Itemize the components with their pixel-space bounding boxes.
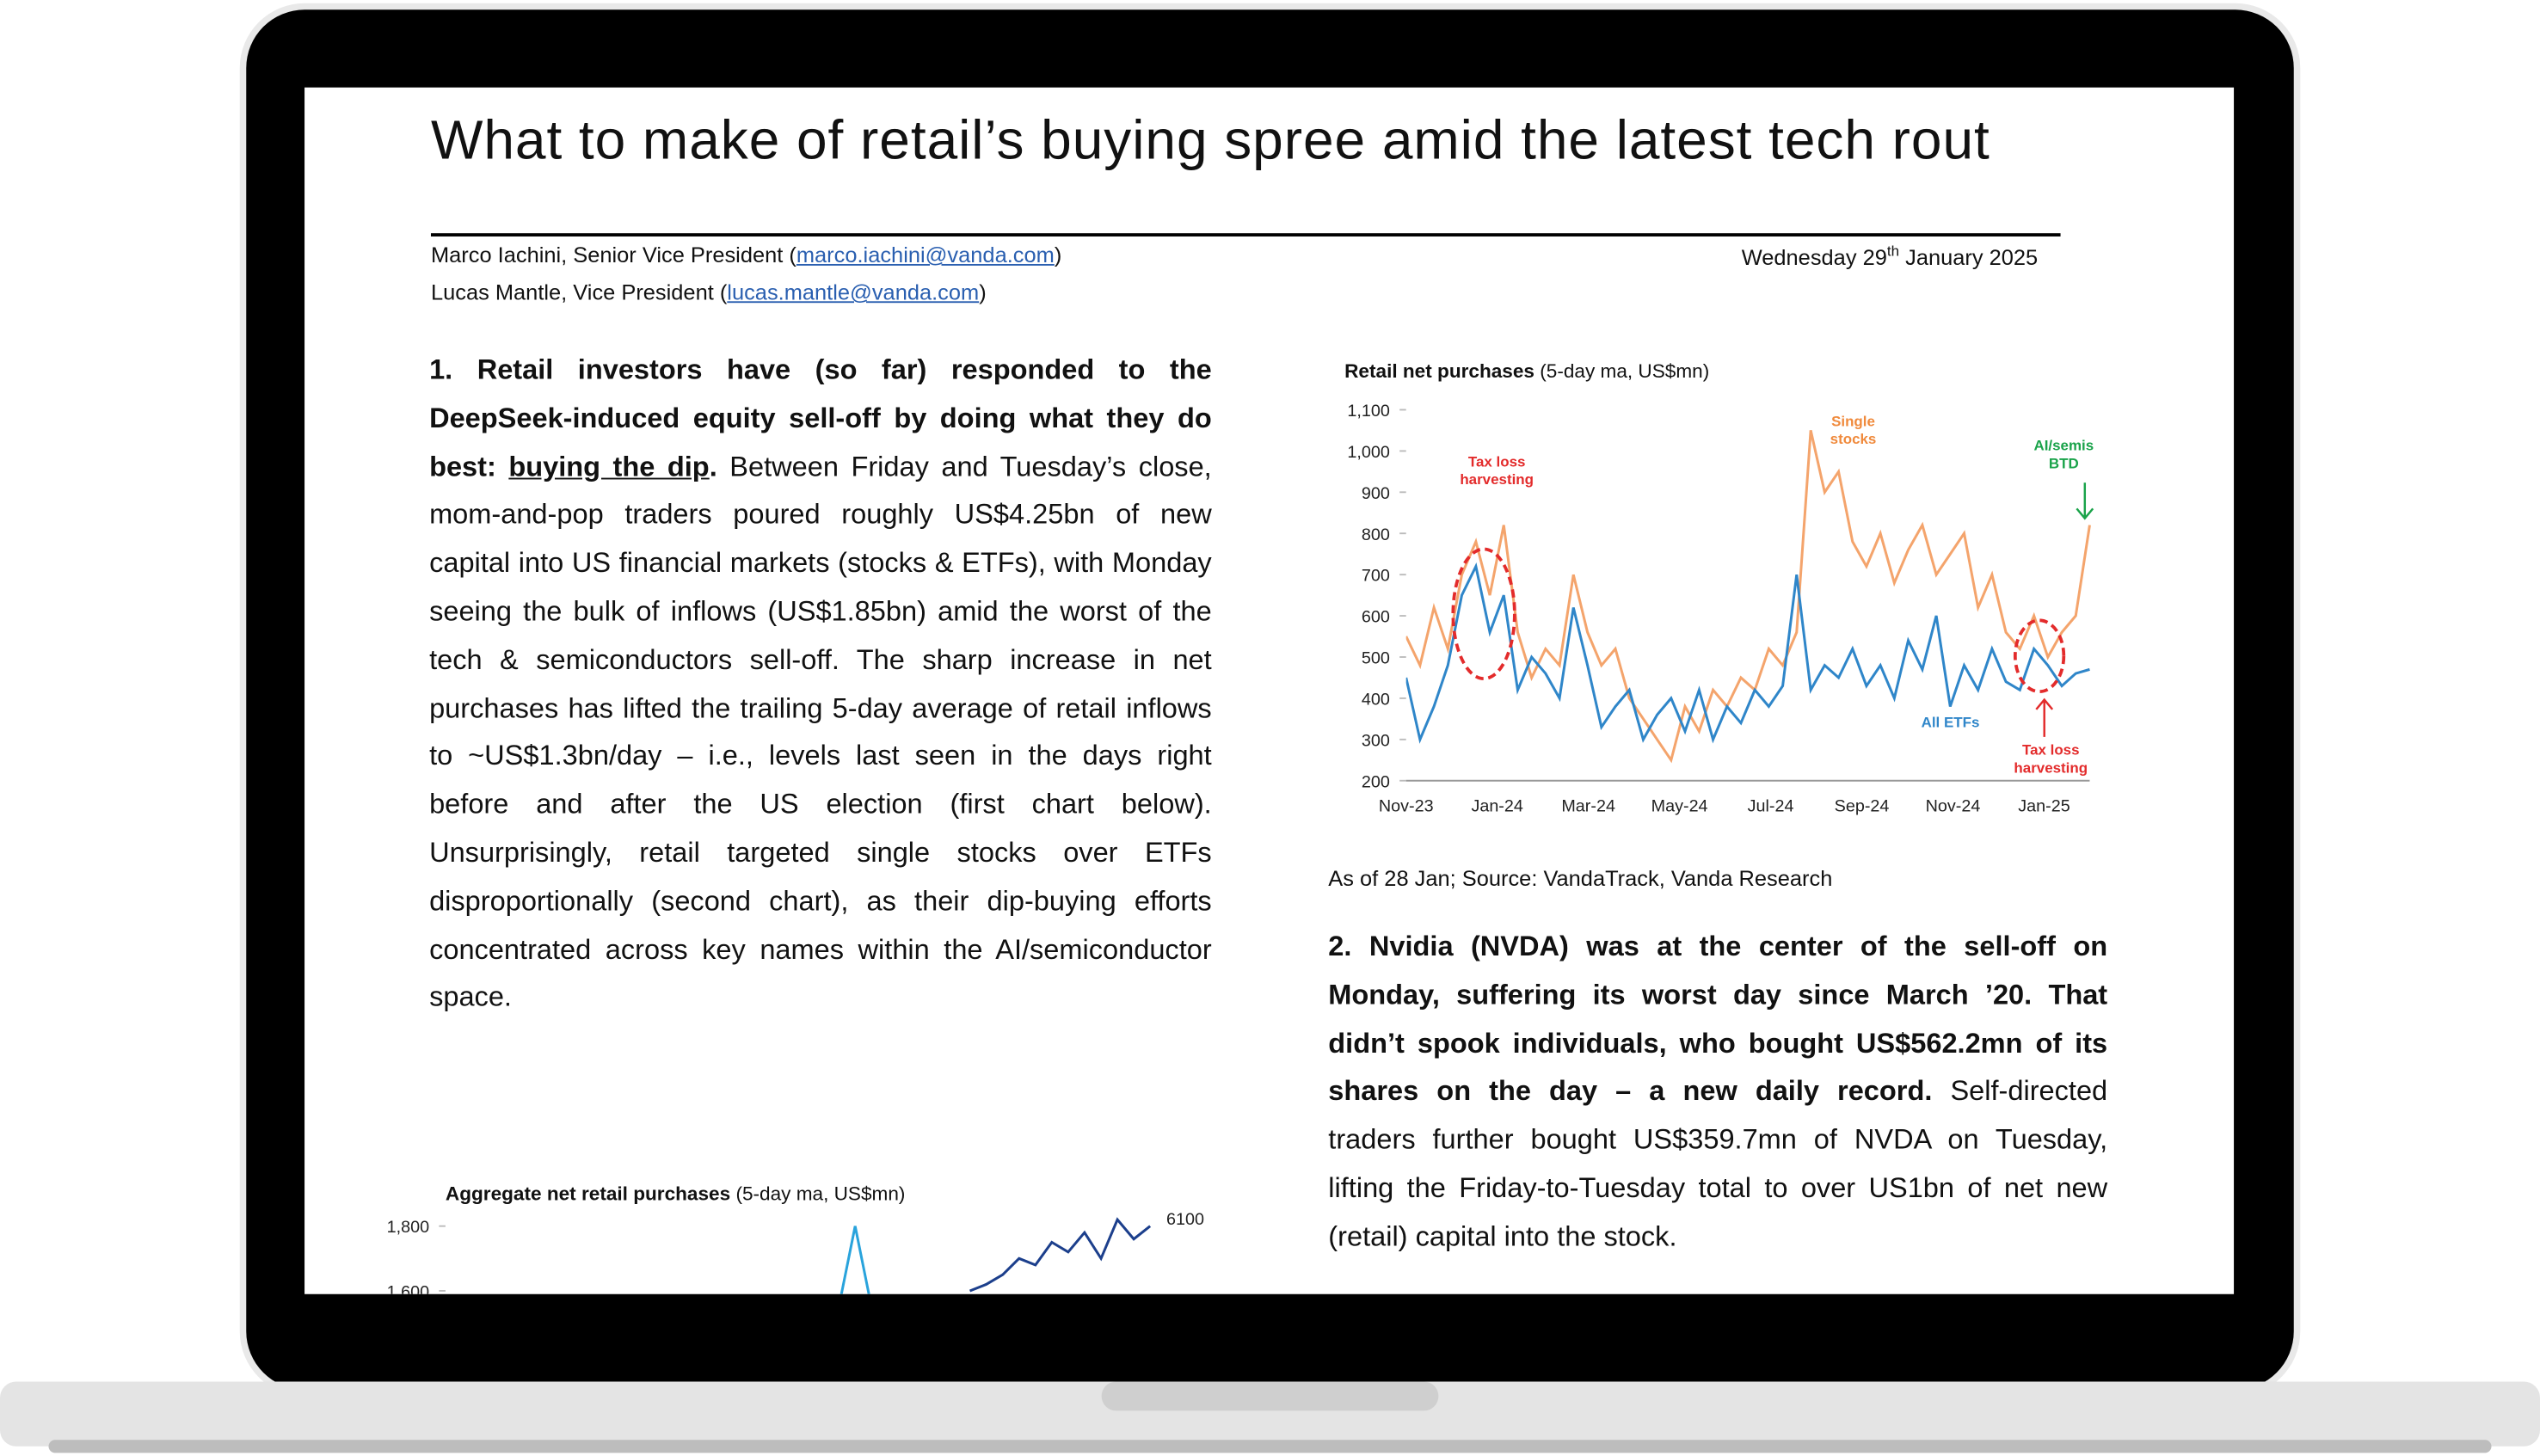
underlined-text: buying the dip <box>508 449 710 482</box>
annotation: Tax loss <box>2022 742 2080 759</box>
annotation: Tax loss <box>1468 453 1526 470</box>
y-tick-label: 800 <box>1362 525 1390 544</box>
y-tick-label: 400 <box>1362 690 1390 709</box>
chart-title: Aggregate net retail purchases (5-day ma… <box>446 1183 906 1205</box>
x-tick-label: Sep-24 <box>1835 797 1890 816</box>
y-tick-label: 900 <box>1362 484 1390 503</box>
annotation: BTD <box>2049 455 2079 471</box>
author-text: ) <box>979 280 987 305</box>
annotation: All ETFs <box>1922 715 1980 731</box>
date: Wednesday 29th January 2025 <box>1742 243 2038 269</box>
date-sup: th <box>1886 243 1900 260</box>
x-tick-label: Mar-24 <box>1561 797 1615 816</box>
x-tick-label: Jul-24 <box>1748 797 1794 816</box>
annotation: Single <box>1831 413 1875 429</box>
rule <box>430 233 2061 237</box>
y-tick-label: 300 <box>1362 731 1390 750</box>
bold-text: 2. Nvidia (NVDA) was at the center of th… <box>1328 930 2108 1108</box>
charts: Retail net purchases (5-day ma, US$mn) 20… <box>387 360 2094 1294</box>
author: Marco Iachini, Senior Vice President (ma… <box>431 243 1061 267</box>
chart-title: Retail net purchases (5-day ma, US$mn) <box>1344 360 1709 382</box>
y-tick-label: 1,600 <box>387 1283 429 1294</box>
y-tick-label: 600 <box>1362 608 1390 627</box>
x-tick-label: May-24 <box>1651 797 1708 816</box>
email-link[interactable]: lucas.mantle@vanda.com <box>727 280 980 305</box>
x-tick-label: Jan-24 <box>1471 797 1522 816</box>
author-text: ) <box>1054 243 1062 267</box>
bold-text: 1. Retail investors have (so far) respon… <box>429 353 1212 482</box>
highlight-circle <box>2013 618 2066 694</box>
series-line <box>1405 430 2091 764</box>
chart-title-bold: Aggregate net retail purchases <box>446 1183 730 1205</box>
y-tick-label: 200 <box>1362 772 1390 791</box>
y2-tick-label: 6100 <box>1166 1210 1204 1229</box>
annotation: harvesting <box>1460 471 1534 488</box>
chart-subtitle: (5-day ma, US$mn) <box>1534 360 1709 382</box>
y-tick-label: 700 <box>1362 567 1390 586</box>
title: What to make of retail’s buying spree am… <box>430 110 1990 172</box>
text: Self-directed traders further bought US$… <box>1328 1074 2108 1252</box>
annotation: stocks <box>1830 431 1877 447</box>
source: As of 28 Jan; Source: VandaTrack, Vanda … <box>1328 866 1833 891</box>
author: Lucas Mantle, Vice President (lucas.mant… <box>431 280 987 304</box>
annotation: harvesting <box>2014 759 2088 776</box>
y-tick-label: 1,800 <box>387 1218 429 1237</box>
arrow <box>2035 697 2054 737</box>
x-tick-label: Nov-24 <box>1926 797 1981 816</box>
y-tick-label: 500 <box>1362 649 1390 668</box>
email-link[interactable]: marco.iachini@vanda.com <box>796 243 1055 267</box>
paragraph: 1. Retail investors have (so far) respon… <box>429 347 1212 1023</box>
author-text: Marco Iachini, Senior Vice President ( <box>430 243 796 267</box>
date-text: Wednesday 29 <box>1741 245 1887 270</box>
chart-title-bold: Retail net purchases <box>1344 360 1534 382</box>
y-tick-label: 1,000 <box>1347 443 1389 462</box>
text: Between Friday and Tuesday’s close, mom-… <box>429 449 1212 1013</box>
date-text: January 2025 <box>1899 245 2039 270</box>
highlight-circle <box>1451 547 1516 680</box>
arrow <box>2076 482 2094 520</box>
document-page: What to make of retail’s buying spree am… <box>304 87 2235 1294</box>
series-line <box>839 1226 870 1294</box>
chart-subtitle: (5-day ma, US$mn) <box>730 1183 905 1205</box>
paragraph: 2. Nvidia (NVDA) was at the center of th… <box>1328 923 2107 1261</box>
author-text: Lucas Mantle, Vice President ( <box>430 280 728 305</box>
y-tick-label: 1,100 <box>1347 402 1389 421</box>
annotation: AI/semis <box>2033 438 2094 454</box>
series-line <box>969 1217 1152 1293</box>
series-line <box>1405 562 2090 744</box>
bold-text: . <box>709 449 717 482</box>
x-tick-label: Nov-23 <box>1379 797 1434 816</box>
x-tick-label: Jan-25 <box>2018 797 2070 816</box>
